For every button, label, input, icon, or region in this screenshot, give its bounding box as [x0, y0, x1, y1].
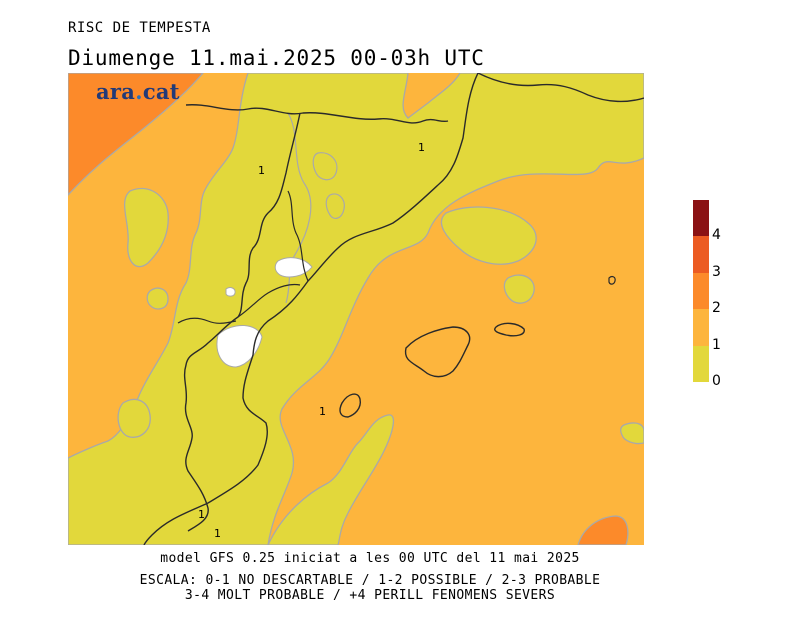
island-mallorca [404, 326, 471, 378]
legend-tick-label: 4 [712, 227, 721, 244]
legend-band-4 [693, 200, 709, 237]
risk-zone-0-1-east-blob [503, 274, 535, 304]
contour-label: 1 [258, 164, 265, 177]
risk-zone-0-1-balearic [440, 206, 537, 265]
risk-zone-0-1-lower-center [267, 414, 395, 545]
scale-description-line-2: 3-4 MOLT PROBABLE / +4 PERILL FENOMENS S… [184, 588, 556, 603]
island-cabrera [608, 275, 616, 285]
contour-inner-2 [312, 152, 338, 181]
legend-band-1 [693, 309, 709, 346]
contour-label: 1 [214, 527, 221, 540]
risk-zone-2-3-southeast [577, 515, 629, 545]
contour-label: 1 [319, 405, 326, 418]
risk-zone-0-1-west-blob [123, 187, 169, 268]
product-title: RISC DE TEMPESTA [68, 20, 211, 36]
storm-risk-map: 1 1 1 1 1 ara.cat [68, 73, 644, 545]
araCat-logo: ara.cat [96, 79, 180, 104]
risk-zone-0-1-southwest-blob [117, 398, 151, 438]
island-menorca [494, 322, 525, 337]
risk-zone-0-1-southeast-blob [620, 422, 644, 445]
scale-description-line-1: ESCALA: 0-1 NO DESCARTABLE / 1-2 POSSIBL… [139, 573, 601, 588]
color-scale-legend [693, 200, 709, 382]
legend-tick-label: 1 [712, 336, 721, 353]
risk-zone-0-1-central [68, 73, 644, 545]
risk-zone-2-3-northwest [68, 73, 204, 196]
map-canvas: 1 1 1 1 1 [68, 73, 644, 545]
contour-inner-3 [325, 193, 345, 219]
no-data-patch-small [225, 287, 236, 297]
legend-band-2 [693, 272, 709, 310]
coastline-mainland [143, 73, 644, 545]
legend-tick-label: 0 [712, 373, 721, 389]
border-catalonia-aragon [183, 112, 301, 532]
border-provinces [177, 190, 309, 324]
contour-label: 1 [418, 141, 425, 154]
legend-tick-label: 2 [712, 300, 721, 317]
legend-band-0 [693, 345, 709, 382]
legend-band-3 [693, 236, 709, 273]
model-info-line: model GFS 0.25 iniciat a les 00 UTC del … [160, 551, 580, 566]
border-france-spain [185, 104, 449, 124]
contour-label: 1 [198, 508, 205, 521]
valid-time-title: Diumenge 11.mai.2025 00-03h UTC [68, 46, 485, 70]
risk-zone-0-1-small-blob [146, 287, 169, 310]
legend-tick-label: 3 [712, 263, 721, 280]
island-ibiza [339, 393, 362, 418]
